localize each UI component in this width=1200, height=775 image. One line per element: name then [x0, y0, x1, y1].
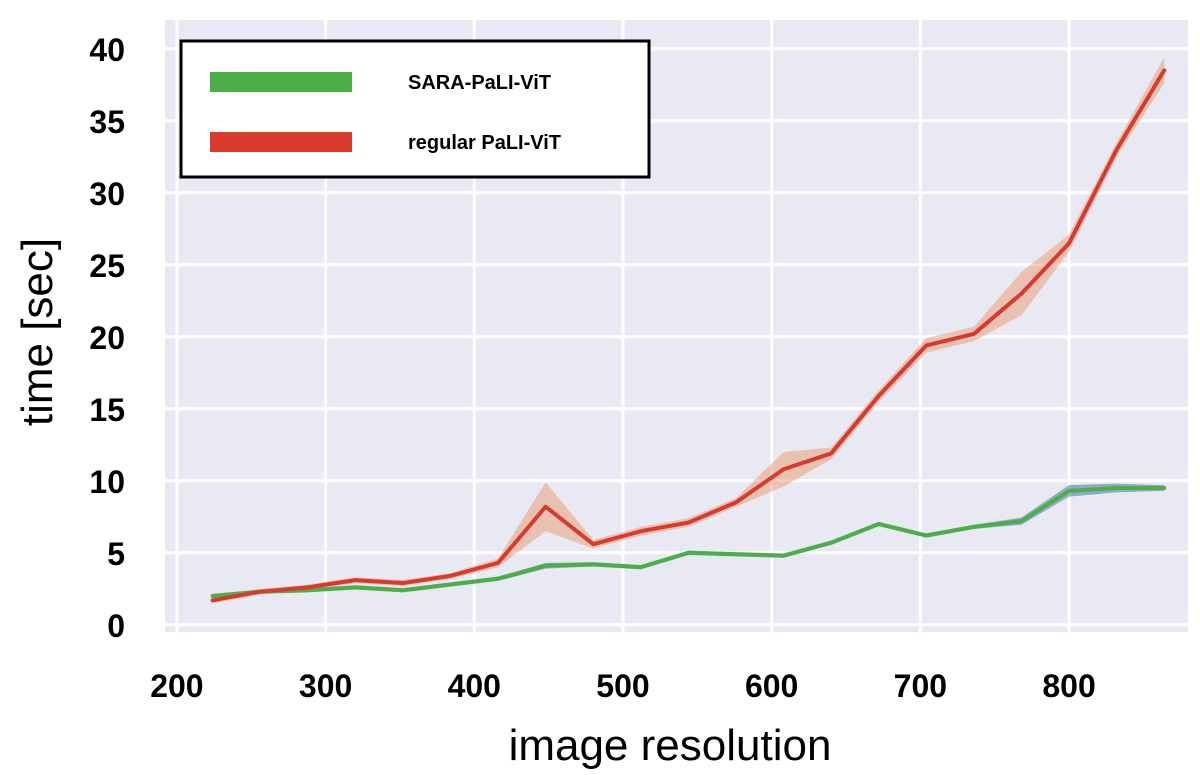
x-tick-labels: 200 300 400 500 600 700 800: [150, 668, 1096, 704]
x-tick-label: 400: [448, 668, 501, 704]
y-tick-label: 15: [89, 392, 125, 428]
x-axis-label: image resolution: [509, 721, 832, 770]
confidence-bands: [212, 57, 1165, 604]
y-tick-label: 30: [89, 176, 125, 212]
x-tick-label: 300: [299, 668, 352, 704]
x-tick-label: 500: [596, 668, 649, 704]
legend-frame: [179, 39, 651, 179]
y-axis-label: time [sec]: [13, 238, 62, 426]
y-tick-labels: 0 5 10 15 20 25 30 35 40: [89, 32, 125, 644]
legend-label-regular: regular PaLI-ViT: [408, 132, 561, 154]
legend: SARA-PaLI-ViT regular PaLI-ViT: [179, 39, 651, 179]
legend-swatch-regular: [210, 132, 352, 152]
line-series-1: [210, 68, 1167, 603]
x-tick-label: 200: [150, 668, 203, 704]
x-tick-label: 600: [745, 668, 798, 704]
x-tick-label: 700: [894, 668, 947, 704]
y-tick-label: 35: [89, 104, 125, 140]
legend-label-sara: SARA-PaLI-ViT: [408, 72, 551, 94]
y-tick-label: 10: [89, 464, 125, 500]
y-tick-label: 40: [89, 32, 125, 68]
y-tick-label: 5: [107, 536, 125, 572]
y-tick-label: 20: [89, 320, 125, 356]
band-series-1: [212, 57, 1165, 604]
band-series-0: [212, 483, 1165, 599]
y-tick-label: 25: [89, 248, 125, 284]
x-tick-label: 800: [1042, 668, 1095, 704]
legend-swatch-sara: [210, 72, 352, 92]
y-tick-label: 0: [107, 608, 125, 644]
series-lines: [210, 68, 1167, 603]
line-series-0: [210, 486, 1167, 598]
